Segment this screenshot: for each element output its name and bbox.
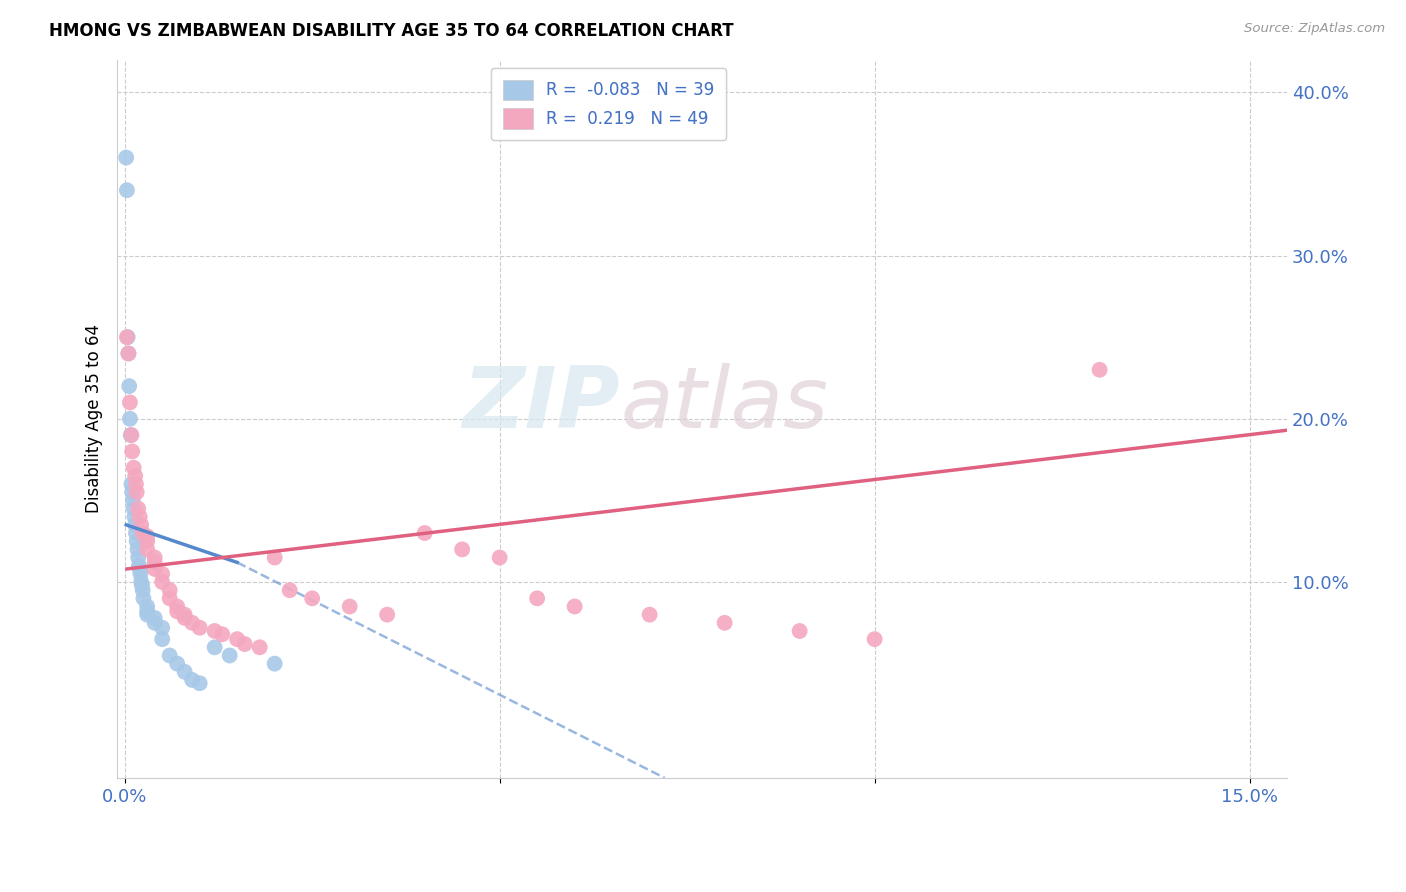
Point	[226, 632, 249, 647]
Point	[143, 611, 166, 625]
Point	[564, 599, 586, 614]
Point	[339, 599, 361, 614]
Point	[127, 542, 149, 557]
Point	[375, 607, 398, 622]
Point	[122, 460, 145, 475]
Point	[115, 330, 138, 344]
Point	[188, 676, 211, 690]
Point	[129, 566, 152, 581]
Point	[249, 640, 271, 655]
Point	[128, 509, 150, 524]
Point	[150, 566, 173, 581]
Point	[136, 534, 159, 549]
Point	[122, 493, 145, 508]
Point	[413, 526, 436, 541]
Point	[278, 583, 301, 598]
Point	[118, 395, 141, 409]
Point	[263, 550, 285, 565]
Point	[127, 501, 149, 516]
Point	[131, 583, 153, 598]
Point	[150, 621, 173, 635]
Point	[136, 542, 159, 557]
Point	[131, 578, 153, 592]
Point	[143, 562, 166, 576]
Point	[188, 621, 211, 635]
Point	[150, 632, 173, 647]
Point	[128, 562, 150, 576]
Point	[117, 346, 139, 360]
Point	[136, 604, 159, 618]
Point	[1088, 363, 1111, 377]
Point	[121, 444, 143, 458]
Point	[173, 611, 195, 625]
Point	[173, 607, 195, 622]
Point	[125, 485, 148, 500]
Point	[125, 534, 148, 549]
Point	[132, 591, 155, 606]
Legend: R =  -0.083   N = 39, R =  0.219   N = 49: R = -0.083 N = 39, R = 0.219 N = 49	[491, 68, 725, 140]
Point	[136, 607, 159, 622]
Point	[120, 428, 142, 442]
Point	[233, 637, 256, 651]
Point	[124, 517, 146, 532]
Point	[451, 542, 474, 557]
Point	[166, 604, 188, 618]
Point	[789, 624, 811, 638]
Point	[166, 657, 188, 671]
Point	[488, 550, 510, 565]
Point	[863, 632, 886, 647]
Point	[120, 477, 142, 491]
Point	[121, 485, 143, 500]
Text: Source: ZipAtlas.com: Source: ZipAtlas.com	[1244, 22, 1385, 36]
Point	[301, 591, 323, 606]
Point	[125, 477, 148, 491]
Point	[115, 151, 138, 165]
Point	[181, 673, 204, 687]
Point	[181, 615, 204, 630]
Point	[211, 627, 233, 641]
Text: ZIP: ZIP	[463, 363, 620, 446]
Point	[131, 526, 153, 541]
Point	[127, 550, 149, 565]
Point	[136, 529, 159, 543]
Point	[713, 615, 735, 630]
Point	[117, 346, 139, 360]
Y-axis label: Disability Age 35 to 64: Disability Age 35 to 64	[86, 325, 103, 513]
Point	[263, 657, 285, 671]
Point	[136, 599, 159, 614]
Point	[173, 665, 195, 679]
Text: atlas: atlas	[620, 363, 828, 446]
Point	[122, 501, 145, 516]
Point	[166, 599, 188, 614]
Point	[128, 558, 150, 573]
Point	[159, 648, 181, 663]
Point	[129, 574, 152, 589]
Point	[159, 583, 181, 598]
Point	[124, 509, 146, 524]
Point	[638, 607, 661, 622]
Point	[143, 615, 166, 630]
Point	[129, 517, 152, 532]
Point	[120, 428, 142, 442]
Point	[143, 556, 166, 570]
Point	[159, 591, 181, 606]
Point	[143, 550, 166, 565]
Point	[124, 469, 146, 483]
Text: HMONG VS ZIMBABWEAN DISABILITY AGE 35 TO 64 CORRELATION CHART: HMONG VS ZIMBABWEAN DISABILITY AGE 35 TO…	[49, 22, 734, 40]
Point	[218, 648, 240, 663]
Point	[118, 379, 141, 393]
Point	[526, 591, 548, 606]
Point	[115, 183, 138, 197]
Point	[150, 574, 173, 589]
Point	[204, 640, 226, 655]
Point	[125, 526, 148, 541]
Point	[204, 624, 226, 638]
Point	[117, 330, 139, 344]
Point	[118, 411, 141, 425]
